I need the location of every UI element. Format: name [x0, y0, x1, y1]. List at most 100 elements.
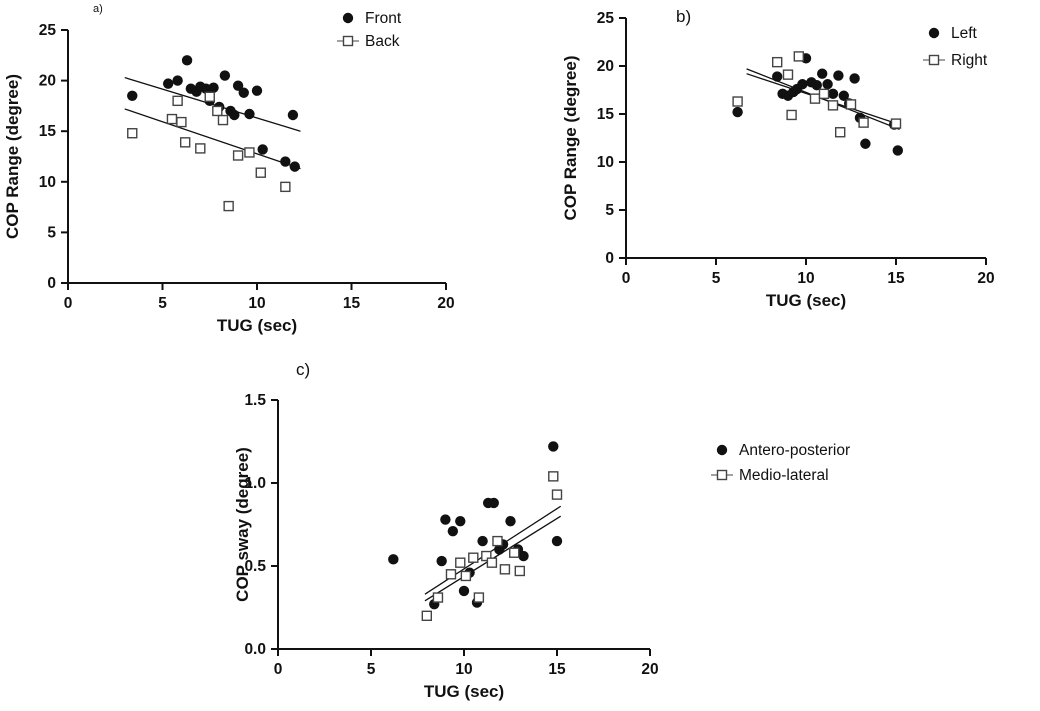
x-tick-label: 15 [887, 270, 905, 287]
legend: Antero-posterior Medio-lateral [711, 442, 850, 484]
data-point [244, 108, 255, 120]
chart-a-cop-range-front-back: 0 5 10 15 20 0 5 10 15 20 25 TUG (sec) COP Range (de… [3, 10, 455, 335]
data-point [421, 610, 433, 621]
data-point [255, 167, 266, 178]
trend-line [746, 73, 900, 126]
data-point [238, 87, 249, 98]
y-tick-label: 5 [47, 224, 56, 241]
data-point [797, 79, 808, 90]
data-point [432, 592, 444, 603]
data-point [217, 114, 229, 126]
data-point [809, 93, 821, 104]
x-tick-label: 15 [343, 295, 361, 312]
x-tick-label: 5 [712, 270, 721, 287]
data-point [200, 83, 212, 94]
y-tick-label: 15 [597, 106, 615, 123]
data-point [845, 99, 857, 110]
data-point [551, 535, 563, 547]
x-tick-label: 0 [274, 661, 283, 678]
open-square-icon [928, 54, 940, 66]
data-point [219, 70, 231, 81]
data-point [251, 85, 263, 96]
x-tick-label: 20 [977, 270, 994, 287]
data-point [477, 535, 488, 547]
data-point [793, 51, 804, 62]
filled-circle-icon [928, 27, 940, 39]
data-point [204, 91, 215, 102]
data-point [127, 90, 138, 101]
data-point [890, 118, 902, 129]
y-tick-label: 0.0 [244, 641, 266, 658]
chart-c-cop-sway-ap-ml: 0 5 10 15 20 0.0 0.5 1.0 1.5 TUG (sec) COP sway (d… [233, 392, 850, 701]
series-medio-lateral [421, 471, 563, 621]
data-point [782, 69, 794, 80]
axis-tick-labels: 0 5 10 15 20 0 5 10 15 20 25 [597, 10, 995, 287]
data-point [481, 550, 492, 562]
y-tick-label: 10 [597, 154, 614, 171]
data-point [548, 441, 559, 452]
y-tick-label: 20 [39, 73, 56, 90]
x-tick-label: 20 [437, 295, 454, 312]
data-point [212, 105, 223, 117]
data-point [492, 535, 503, 547]
legend-label: Antero-posterior [739, 442, 850, 459]
data-point [548, 471, 559, 482]
y-tick-label: 0 [605, 250, 614, 267]
data-point [440, 514, 451, 525]
filled-circle-icon [342, 12, 354, 24]
series-back [124, 91, 301, 212]
legend-label: Left [951, 25, 978, 42]
data-point [172, 75, 183, 86]
data-point [732, 96, 743, 107]
data-point [127, 128, 138, 139]
data-point [817, 68, 828, 79]
legend: Left Right [923, 25, 988, 69]
data-point [162, 78, 174, 89]
data-point [786, 109, 797, 121]
data-point [455, 515, 466, 527]
data-point [505, 515, 516, 527]
data-point [181, 55, 193, 66]
panel-label-a: a) [93, 3, 103, 15]
x-tick-label: 15 [548, 661, 566, 678]
y-tick-label: 1.5 [244, 392, 266, 409]
data-point [447, 525, 459, 537]
y-tick-label: 20 [597, 58, 614, 75]
series-left [732, 53, 903, 156]
x-axis-label: TUG (sec) [766, 291, 846, 310]
data-point [858, 117, 869, 128]
data-point [732, 106, 743, 118]
data-point [551, 489, 563, 500]
data-point [195, 143, 206, 154]
x-tick-label: 0 [64, 295, 73, 312]
x-tick-label: 10 [797, 270, 814, 287]
legend: Front Back [337, 10, 402, 50]
legend-label: Front [365, 10, 402, 27]
legend-item-back: Back [337, 33, 400, 50]
data-point [455, 557, 466, 568]
panel-label-b: b) [676, 7, 692, 26]
axes [619, 17, 987, 265]
trend-line [424, 505, 562, 595]
open-square-icon [342, 35, 354, 47]
y-axis-label: COP Range (degree) [561, 55, 580, 220]
data-point [833, 70, 844, 81]
y-tick-label: 15 [39, 123, 57, 140]
series-antero-posterior [388, 441, 563, 610]
data-point [473, 592, 485, 603]
data-point [892, 145, 903, 156]
x-tick-label: 10 [248, 295, 265, 312]
legend-label: Back [365, 33, 400, 50]
data-point [176, 116, 187, 128]
open-square-icon [716, 469, 728, 481]
axes [61, 29, 447, 290]
data-point [244, 147, 255, 158]
x-tick-label: 10 [455, 661, 472, 678]
data-point [468, 552, 479, 563]
data-point [257, 144, 268, 155]
data-point [772, 71, 783, 82]
data-point [509, 547, 520, 558]
chart-b-cop-range-left-right: 0 5 10 15 20 0 5 10 15 20 25 TUG (sec) COP Range (de… [561, 10, 995, 310]
data-point [818, 88, 830, 100]
data-point [518, 550, 529, 562]
